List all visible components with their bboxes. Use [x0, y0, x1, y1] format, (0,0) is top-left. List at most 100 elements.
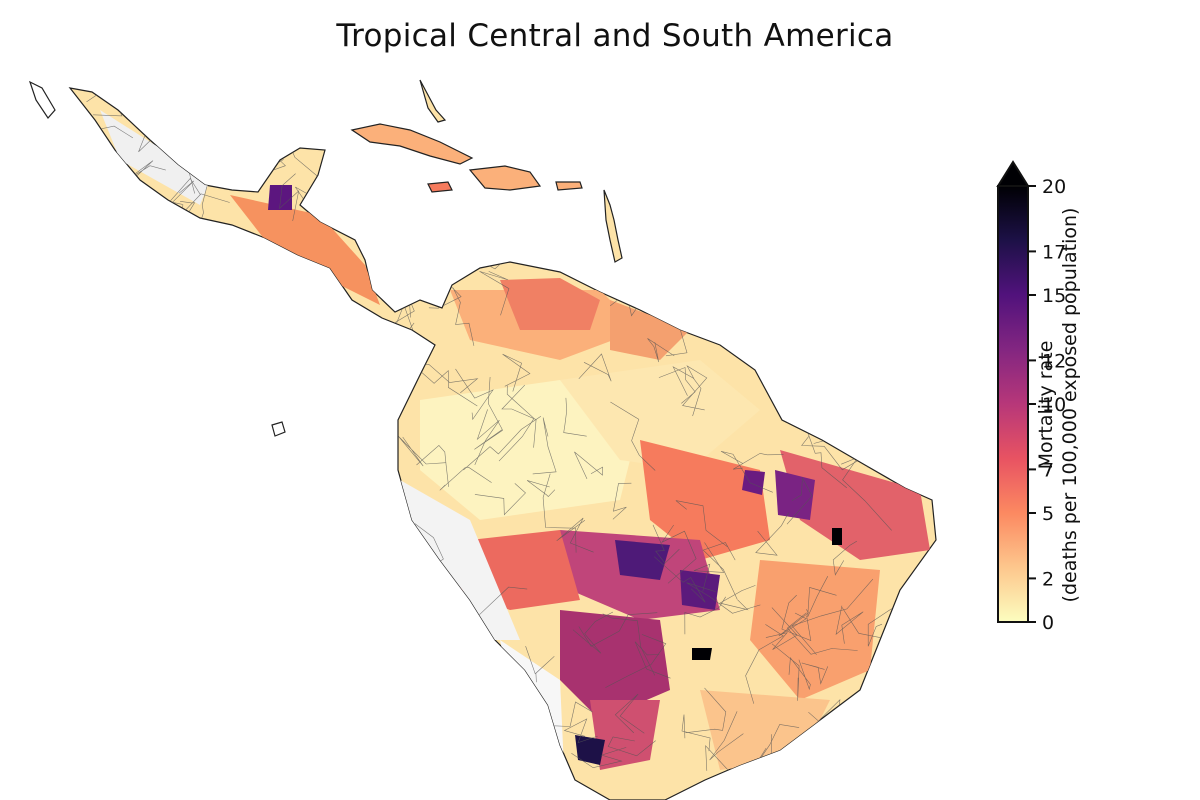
admin-boundary-line: [681, 714, 711, 752]
admin-boundary-line: [559, 155, 599, 175]
admin-boundary-line: [218, 570, 243, 609]
admin-boundary-line: [791, 578, 874, 655]
admin-boundary-line: [675, 500, 728, 548]
admin-boundary-line: [435, 107, 466, 144]
region-mg-purple: [680, 570, 720, 610]
admin-boundary-line: [263, 728, 348, 759]
admin-boundary-line: [790, 306, 842, 343]
admin-boundary-line: [591, 141, 640, 208]
admin-boundary-line: [425, 627, 454, 669]
admin-boundary-line: [612, 482, 632, 520]
island-jamaica: [427, 181, 453, 193]
admin-boundary-line: [271, 535, 301, 596]
admin-boundary-line: [179, 395, 197, 441]
admin-boundary-line: [304, 494, 321, 524]
admin-boundary-line: [240, 249, 266, 311]
admin-boundary-line: [287, 719, 340, 755]
admin-boundary-line: [778, 387, 828, 424]
admin-boundary-line: [771, 285, 803, 329]
admin-boundary-line: [502, 353, 531, 392]
admin-boundary-line: [813, 406, 869, 444]
admin-boundary-line: [444, 711, 499, 774]
admin-boundary-line: [516, 88, 536, 127]
admin-boundary-line: [255, 279, 291, 319]
admin-boundary-line: [403, 199, 445, 227]
admin-boundary-line: [150, 485, 201, 526]
region-goias-dark: [692, 648, 712, 660]
admin-boundary-line: [105, 721, 143, 754]
admin-boundary-line: [812, 333, 874, 395]
admin-boundary-line: [110, 543, 136, 613]
admin-boundary-line: [463, 416, 542, 471]
admin-boundary-line: [205, 424, 253, 460]
admin-boundary-line: [684, 596, 726, 635]
admin-boundary-line: [496, 788, 531, 800]
island-cuba: [350, 123, 474, 165]
admin-boundary-line: [169, 501, 231, 555]
admin-boundary-line: [169, 88, 213, 101]
admin-boundary-line: [685, 687, 727, 734]
admin-boundary-line: [70, 588, 86, 631]
admin-boundary-line: [667, 167, 710, 195]
admin-boundary-line: [744, 127, 798, 156]
island-galapagos: [271, 421, 286, 437]
admin-boundary-line: [279, 173, 300, 222]
admin-boundary-line: [778, 609, 809, 637]
admin-boundary-line: [185, 242, 234, 261]
region-paraguay-dark: [575, 735, 605, 765]
admin-boundary-line: [755, 512, 789, 556]
admin-boundary-line: [786, 612, 858, 655]
admin-boundary-line: [654, 556, 706, 603]
admin-boundary-line: [709, 711, 744, 761]
admin-boundary-line: [647, 338, 675, 363]
admin-boundary-line: [623, 161, 674, 208]
admin-boundary-line: [435, 678, 466, 705]
admin-boundary-line: [905, 163, 936, 222]
admin-boundary-line: [695, 257, 748, 270]
admin-boundary-line: [499, 728, 533, 772]
region-andes-peru: [400, 480, 520, 640]
admin-boundary-line: [158, 594, 185, 626]
admin-boundary-line: [327, 536, 389, 578]
admin-boundary-line: [652, 524, 680, 564]
admin-boundary-line: [556, 517, 594, 553]
colorbar: 0 2 5 7 10 12 15 17 20: [996, 160, 1066, 634]
admin-boundary-line: [807, 576, 837, 618]
admin-boundary-line: [371, 550, 409, 615]
admin-boundary-line: [732, 453, 784, 470]
admin-boundary-line: [693, 542, 725, 592]
admin-boundary-line: [70, 591, 93, 622]
admin-boundary-line: [389, 697, 434, 720]
admin-boundary-line: [932, 207, 936, 245]
admin-boundary-line: [157, 586, 184, 655]
admin-boundary-line: [128, 511, 177, 540]
admin-boundary-line: [602, 613, 656, 676]
admin-boundary-line: [161, 391, 198, 434]
admin-boundary-line: [909, 625, 936, 650]
region-yucatan: [165, 88, 210, 130]
colorbar-ticks: 0 2 5 7 10 12 15 17 20: [1028, 176, 1066, 634]
admin-boundary-line: [438, 88, 495, 127]
region-mato-grosso-high: [615, 540, 670, 580]
admin-boundary-line: [84, 561, 106, 636]
admin-boundary-line: [303, 682, 339, 724]
colorbar-tick-label: 12: [1042, 350, 1066, 372]
admin-boundary-line: [474, 409, 500, 466]
admin-boundary-line: [926, 364, 936, 423]
admin-boundary-line: [801, 436, 872, 471]
admin-boundary-line: [344, 521, 380, 569]
admin-boundary-line: [867, 608, 892, 647]
region-venezuela: [500, 278, 600, 330]
island-hispaniola: [468, 165, 542, 191]
admin-boundary-line: [128, 189, 145, 262]
admin-boundary-line: [888, 88, 910, 99]
admin-boundary-line: [220, 88, 245, 127]
admin-boundary-line: [390, 248, 427, 291]
admin-boundary-line: [83, 432, 128, 449]
admin-boundary-line: [368, 191, 416, 223]
admin-boundary-line: [930, 567, 936, 608]
admin-boundary-line: [786, 477, 813, 525]
admin-boundary-line: [445, 629, 477, 656]
colorbar-label-line2: (deaths per 100,000 exposed population): [1059, 207, 1081, 603]
